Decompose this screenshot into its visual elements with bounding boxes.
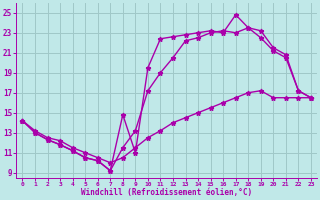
X-axis label: Windchill (Refroidissement éolien,°C): Windchill (Refroidissement éolien,°C)	[81, 188, 252, 197]
